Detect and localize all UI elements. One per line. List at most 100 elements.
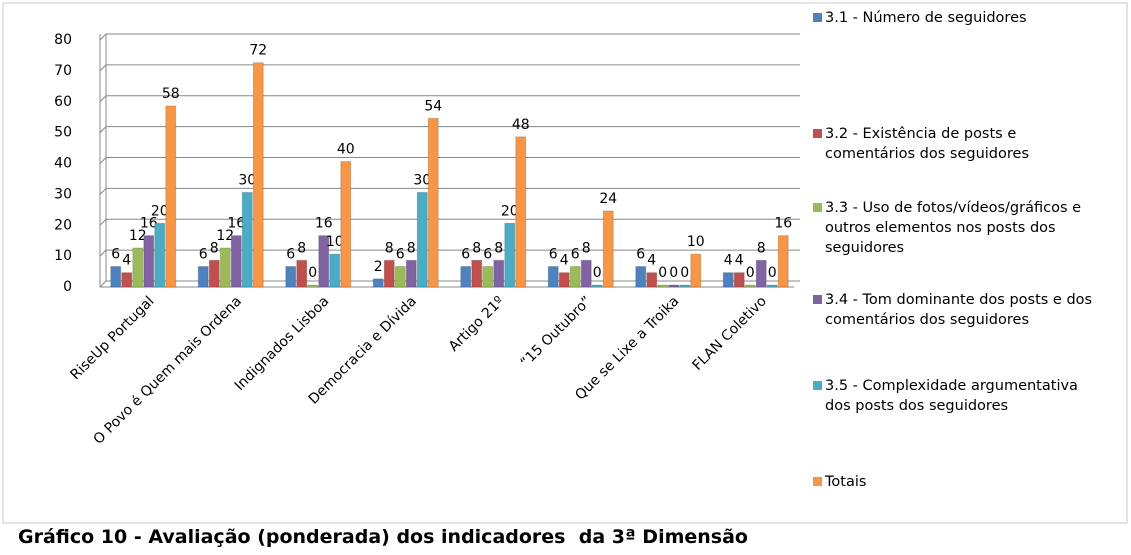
bar — [219, 247, 231, 288]
data-label: 30 — [413, 172, 431, 188]
bar — [602, 210, 614, 288]
data-label: 54 — [424, 98, 442, 114]
data-label: 8 — [210, 240, 219, 256]
data-label: 6 — [396, 246, 405, 262]
bar — [471, 259, 483, 288]
data-label: 48 — [512, 117, 530, 133]
bar — [460, 265, 472, 288]
bar — [383, 259, 395, 288]
y-tick-label: 70 — [54, 63, 72, 79]
data-label: 4 — [122, 253, 131, 269]
bar — [296, 259, 308, 288]
legend-label: Totais — [825, 474, 867, 490]
bar — [558, 272, 570, 288]
data-label: 40 — [337, 142, 355, 158]
data-label: 10 — [326, 234, 344, 250]
data-label: 8 — [407, 240, 416, 256]
bar — [722, 272, 734, 288]
bar — [121, 272, 133, 288]
legend-swatch — [813, 13, 822, 22]
bar — [591, 284, 603, 288]
data-label: 12 — [216, 228, 234, 244]
grid-line — [99, 33, 800, 41]
bar — [405, 259, 417, 288]
bar — [547, 265, 559, 288]
data-label: 20 — [151, 203, 169, 219]
bar — [318, 235, 330, 288]
legend-swatch — [813, 129, 822, 138]
bar — [515, 136, 527, 288]
bar — [635, 265, 647, 288]
data-label: 8 — [385, 240, 394, 256]
data-label: 16 — [774, 216, 792, 232]
legend-swatch — [813, 203, 822, 212]
bar — [569, 265, 581, 288]
data-label: 0 — [768, 265, 777, 281]
data-label: 72 — [249, 43, 267, 59]
data-label: 6 — [461, 246, 470, 262]
bar — [154, 222, 166, 288]
grid-line — [99, 157, 800, 164]
bar — [744, 284, 756, 288]
y-tick-label: 10 — [54, 248, 72, 264]
bar — [493, 259, 505, 288]
data-label: 0 — [308, 265, 317, 281]
data-label: 6 — [286, 246, 295, 262]
bar — [132, 247, 144, 288]
y-tick-label: 80 — [54, 32, 72, 48]
bar — [766, 284, 778, 288]
bar — [504, 222, 516, 288]
legend-swatch — [813, 381, 822, 390]
data-label: 30 — [238, 172, 256, 188]
data-label: 4 — [560, 253, 569, 269]
y-tick-label: 0 — [63, 279, 72, 295]
legend-label: 3.1 - Número de seguidores — [825, 10, 1027, 26]
bar — [329, 253, 341, 288]
bar — [307, 284, 319, 288]
bar — [285, 265, 297, 288]
x-tick-label: Artigo 21º — [446, 293, 508, 355]
bar — [580, 259, 592, 288]
data-label: 6 — [199, 246, 208, 262]
chart-title: Gráfico 10 - Avaliação (ponderada) dos i… — [18, 526, 748, 548]
data-label: 4 — [724, 253, 733, 269]
legend-label: 3.4 - Tom dominante dos posts e dos come… — [825, 292, 1093, 328]
data-label: 4 — [647, 253, 656, 269]
data-label: 0 — [658, 265, 667, 281]
data-label: 6 — [111, 246, 120, 262]
bar — [372, 278, 384, 288]
bar — [755, 259, 767, 288]
data-label: 12 — [129, 228, 147, 244]
bar — [340, 161, 352, 288]
bar — [646, 272, 658, 288]
grid-line — [99, 249, 800, 257]
bar — [394, 265, 406, 288]
bar — [252, 62, 264, 288]
legend-swatch — [813, 477, 822, 486]
data-label: 6 — [483, 246, 492, 262]
bar — [668, 284, 680, 288]
data-label: 58 — [162, 86, 180, 102]
data-label: 0 — [669, 265, 678, 281]
y-tick-label: 40 — [54, 156, 72, 172]
data-label: 0 — [746, 265, 755, 281]
bar — [143, 235, 155, 288]
bar — [416, 191, 428, 288]
bar — [482, 265, 494, 288]
grid-line — [99, 218, 800, 226]
grid-line — [99, 64, 800, 72]
legend-label: 3.3 - Uso de fotos/vídeos/gráficos e out… — [825, 200, 1082, 256]
bar — [777, 235, 789, 288]
y-tick-label: 20 — [54, 217, 72, 233]
y-tick-label: 50 — [54, 125, 72, 141]
data-label: 8 — [582, 240, 591, 256]
bar — [733, 272, 745, 288]
data-label: 6 — [571, 246, 580, 262]
grid-line — [99, 126, 800, 133]
data-label: 8 — [472, 240, 481, 256]
data-label: 16 — [315, 216, 333, 232]
data-label: 6 — [549, 246, 558, 262]
bar — [241, 191, 253, 288]
